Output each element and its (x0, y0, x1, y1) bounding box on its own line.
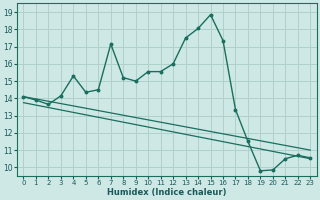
X-axis label: Humidex (Indice chaleur): Humidex (Indice chaleur) (107, 188, 227, 197)
